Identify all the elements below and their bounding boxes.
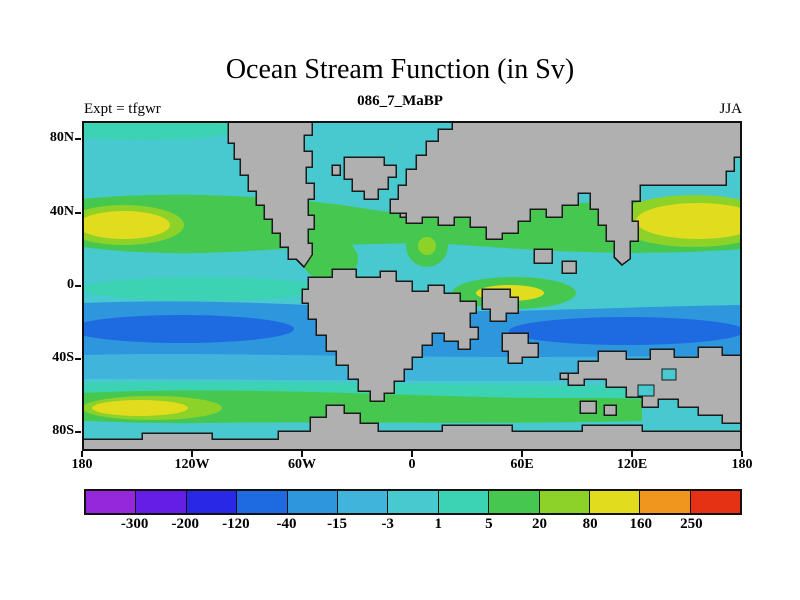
colorbar-cell (387, 491, 438, 513)
colorbar-level-label: 160 (629, 516, 653, 532)
colorbar-level-label: 80 (582, 516, 598, 532)
x-tick-mark (301, 451, 303, 457)
season-label: JJA (719, 101, 742, 117)
island-north-atlantic (331, 164, 341, 176)
y-tick-label: 80N (49, 130, 74, 145)
figure-subtitle: 086_7_MaBP (357, 93, 443, 109)
colorbar-cell (538, 491, 589, 513)
map-plot (82, 121, 742, 451)
y-tick-label: 40S (52, 350, 74, 365)
x-tick-label: 60W (288, 457, 316, 472)
colorbar-cell (639, 491, 690, 513)
landmass-india-madagascar (501, 332, 539, 364)
colorbar-labels: -300 -200 -120 -40 -15 -3 1 5 20 80 160 250 (84, 516, 742, 536)
island-tethys-2 (561, 260, 577, 274)
colorbar-cell (689, 491, 741, 513)
sh-green-band (82, 390, 642, 424)
landmass-eurasia (389, 121, 742, 266)
colorbar-level-label: 20 (532, 516, 548, 532)
nh-yellow-west (82, 211, 170, 239)
sh-yellow-west (92, 400, 188, 416)
map-border (82, 121, 742, 451)
colorbar-level-label: 250 (680, 516, 703, 532)
landmass-greenland (343, 156, 397, 200)
colorbar-level-label: 5 (485, 516, 493, 532)
colorbar-level-label: -120 (222, 516, 250, 532)
colorbar-level-label: -300 (120, 516, 149, 532)
colorbar-level-label: 1 (434, 516, 443, 532)
colorbar-cell (86, 491, 136, 513)
x-tick-label: 120E (616, 457, 648, 472)
colorbar-level-label: -40 (276, 516, 297, 532)
nh-green-band (82, 194, 742, 254)
y-tick-mark (75, 212, 81, 214)
colorbar-cell (286, 491, 337, 513)
tethys-lightgreen-core (418, 237, 436, 255)
inland-sea-layer (637, 368, 677, 397)
map-canvas (82, 121, 742, 451)
y-tick-label: 0 (67, 277, 74, 292)
ocean-field-layer (82, 121, 742, 424)
nh-yellow-east (636, 203, 742, 239)
colorbar-cell (236, 491, 287, 513)
x-tick-label: 180 (731, 457, 753, 472)
y-tick-mark (75, 138, 81, 140)
colorbar-cells (84, 489, 742, 515)
x-tick-label: 180 (71, 457, 93, 472)
colorbar-cell (488, 491, 539, 513)
island-tethys-1 (533, 248, 553, 264)
colorbar-cell (185, 491, 237, 513)
x-tick-label: 120W (174, 457, 210, 472)
colorbar-cell (437, 491, 489, 513)
equatorial-teal-west (82, 277, 322, 301)
inland-sea-1 (637, 384, 655, 397)
y-tick-label: 40N (49, 204, 74, 219)
y-tick-mark (75, 358, 81, 360)
island-se-2 (603, 404, 617, 416)
colorbar-level-label: -3 (381, 516, 394, 532)
island-se-1 (579, 400, 597, 414)
arctic-teal-patch (82, 121, 237, 140)
experiment-label: Expt = tfgwr (84, 101, 161, 117)
sh-darkblue-west (82, 315, 294, 343)
landmass-central-continent (301, 268, 479, 402)
colorbar-level-label: -200 (171, 516, 199, 532)
x-tick-mark (191, 451, 193, 457)
x-tick-mark (631, 451, 633, 457)
colorbar-level-label: -15 (327, 516, 348, 532)
landmass-arabia (481, 288, 519, 322)
x-tick-mark (411, 451, 413, 457)
landmass-antarctica (82, 404, 742, 451)
land-layer (82, 121, 742, 451)
y-tick-mark (75, 431, 81, 433)
x-tick-mark (521, 451, 523, 457)
x-tick-mark (81, 451, 83, 457)
x-tick-label: 60E (510, 457, 534, 472)
colorbar-cell (336, 491, 388, 513)
colorbar-cell (588, 491, 640, 513)
landmass-north-america (227, 121, 315, 269)
y-tick-label: 80S (52, 423, 74, 438)
inland-sea-2 (661, 368, 677, 381)
colorbar-cell (135, 491, 186, 513)
x-tick-label: 0 (408, 457, 416, 472)
y-tick-mark (75, 285, 81, 287)
sh-darkblue-east (509, 317, 742, 345)
figure-title: Ocean Stream Function (in Sv) (225, 54, 575, 85)
x-tick-mark (741, 451, 743, 457)
